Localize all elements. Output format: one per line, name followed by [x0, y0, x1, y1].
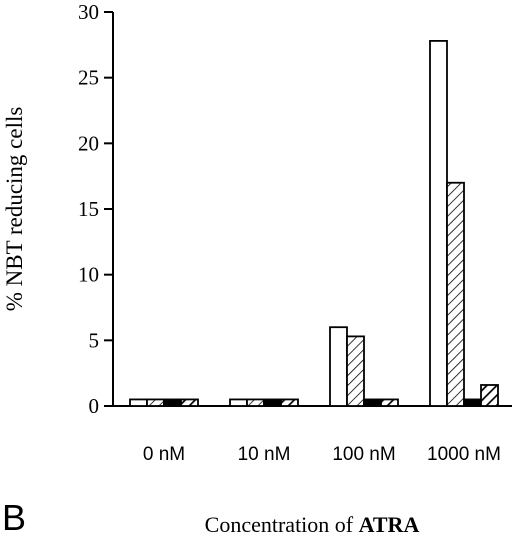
bar-solid-2: [363, 398, 382, 407]
bar-solid-1: [263, 398, 282, 407]
x-axis-label: Concentration of ATRA: [205, 512, 420, 537]
bar-solid-3: [463, 398, 482, 407]
category-label: 10 nM: [238, 444, 291, 465]
bar-thick-hatched-3: [480, 384, 499, 407]
bar-thick-hatched-0: [180, 398, 199, 407]
bar-solid-0: [163, 398, 182, 407]
category-label: 0 nM: [143, 444, 185, 465]
bar-thick-hatched-1: [280, 398, 299, 407]
y-tick-label: 10: [78, 263, 99, 287]
y-ticks: 0 5 10 15 20 25 30: [78, 0, 113, 418]
y-tick-label: 5: [89, 328, 100, 352]
y-tick-label: 25: [78, 66, 99, 90]
bar-open-3: [429, 39, 448, 407]
y-tick-label: 20: [78, 131, 99, 155]
bar-hatched-0: [146, 398, 165, 407]
category-label: 1000 nM: [427, 444, 501, 465]
bar-open-0: [129, 398, 148, 407]
bar-open-2: [329, 326, 348, 407]
bar-hatched-1: [246, 398, 265, 407]
bar-open-1: [229, 398, 248, 407]
category-labels: 0 nM 10 nM 100 nM 1000 nM: [143, 444, 501, 465]
bars: [129, 39, 499, 407]
panel-label: B: [2, 497, 26, 538]
x-axis-label-emphasis: ATRA: [359, 512, 420, 537]
bar-hatched-3: [446, 181, 465, 407]
category-label: 100 nM: [332, 444, 395, 465]
y-tick-label: 30: [78, 0, 99, 24]
y-tick-label: 0: [89, 394, 100, 418]
x-axis-label-prefix: Concentration of: [205, 512, 359, 537]
y-tick-label: 15: [78, 197, 99, 221]
y-axis-label: % NBT reducing cells: [2, 107, 27, 312]
bar-thick-hatched-2: [380, 398, 399, 407]
bar-hatched-2: [346, 335, 365, 407]
